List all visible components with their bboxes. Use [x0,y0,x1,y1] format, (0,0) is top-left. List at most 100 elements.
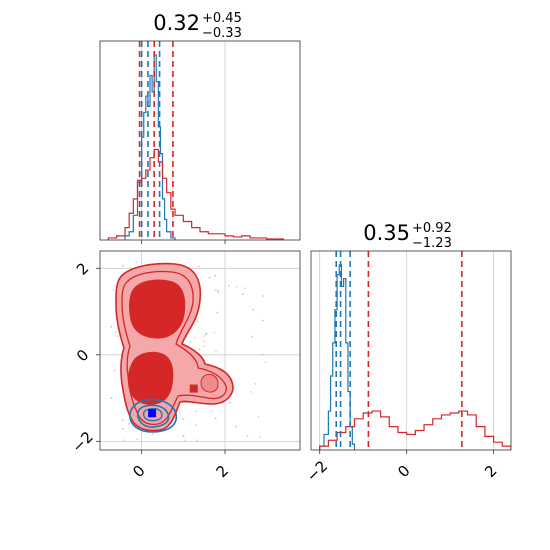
title-param2-minus: −1.23 [412,236,452,251]
blue-contour-inner [137,404,170,428]
joint-ytick-label: −2 [69,428,97,456]
scatter-point [241,293,244,296]
scatter-point [195,410,197,413]
scatter-point [179,412,182,414]
scatter-point [261,319,264,322]
red-contour-outer-ring [121,270,227,426]
scatter-point [197,265,200,268]
scatter-point [113,369,116,371]
best-fit-marker [146,380,154,389]
scatter-point [254,383,256,385]
param2-xtick-label: 0 [394,462,413,481]
scatter-point [182,435,185,437]
best-fit-markers [146,305,198,418]
scatter-point [250,335,253,338]
scatter-point [189,341,192,343]
scatter-point [252,308,255,311]
scatter-point [244,287,246,290]
scatter-point [216,311,219,314]
joint-xtick-label: 0 [129,462,148,481]
scatter-point [113,288,115,291]
scatter-point [116,335,119,338]
scatter-point [235,425,237,428]
scatter-point [214,288,217,291]
scatter-point [259,435,262,438]
best-fit-marker [189,384,198,393]
histogram-series [107,54,284,240]
red-contour-inner-blob [200,373,219,393]
scatter-point [123,439,126,442]
param2-hist-series-1 [319,410,511,450]
scatter-point [121,419,124,422]
histogram-series [319,264,511,450]
hist-panel-param1: 0.32 +0.45 −0.33 [99,11,301,244]
scatter-point [210,410,213,413]
scatter-point [193,336,196,339]
param2-xtick-label: 2 [481,462,500,481]
scatter-point [229,401,232,404]
scatter-point [235,285,238,288]
param2-hist-series-0 [319,264,356,450]
param1-hist-series-1 [107,148,284,240]
grid-lines [319,251,495,450]
scatter-point [204,332,207,335]
scatter-point [196,439,199,442]
title-param2-value: 0.35 [363,221,410,245]
scatter-point [213,331,216,334]
scatter-point [182,418,184,420]
scatter-point [114,331,117,333]
axes-frame [99,250,301,451]
scatter-point [257,415,260,418]
scatter-point [262,353,265,356]
best-fit-marker [152,305,161,314]
scatter-point [202,340,205,343]
title-param2-plus: +0.92 [412,221,452,236]
scatter-point [250,391,253,393]
blue-contour-outer [129,398,178,433]
x-ticks [141,240,226,244]
scatter-point [216,289,219,292]
scatter-point [215,350,217,353]
x-ticks: −2 0 2 [303,450,501,485]
scatter-point [214,417,217,420]
best-fit-marker [148,409,157,418]
y-ticks: −2 0 2 [69,259,100,456]
scatter-point [198,348,201,351]
red-contour-inner-lower [128,351,174,405]
scatter-point [110,325,113,328]
hist-panel-param2: −2 0 2 0.35 +0.92 −1.23 [303,221,512,485]
axes-frame [310,250,512,451]
title-param1-value: 0.32 [153,11,200,35]
scatter-point [214,274,217,277]
scatter-point [151,433,154,436]
scatter-point [227,284,230,287]
scatter-point [110,397,113,400]
joint-ytick-label: 2 [73,259,92,278]
scatter-point [246,435,249,438]
param2-xtick-label: −2 [303,457,331,485]
scatter-point [136,438,139,441]
scatter-point [208,276,211,279]
scatter-point [196,320,199,323]
quantile-lines [138,41,174,240]
scatter-point [203,335,206,337]
scatter-point [262,295,264,297]
scatter-point [217,291,220,294]
joint-ytick-label: 0 [73,346,92,365]
title-param1-plus: +0.45 [202,11,242,26]
scatter-point [135,261,138,264]
scatter-point [195,424,198,426]
title-param1-minus: −0.33 [202,26,242,41]
param1-hist-series-0 [124,54,176,240]
blue-contour-core [142,407,163,422]
scatter-point [121,427,124,430]
axes-frame [99,40,301,241]
joint-xtick-label: 2 [213,462,232,481]
quantile-lines [335,251,463,450]
scatter-point [264,360,267,363]
scatter-point [128,422,131,425]
scatter-point [122,264,124,267]
